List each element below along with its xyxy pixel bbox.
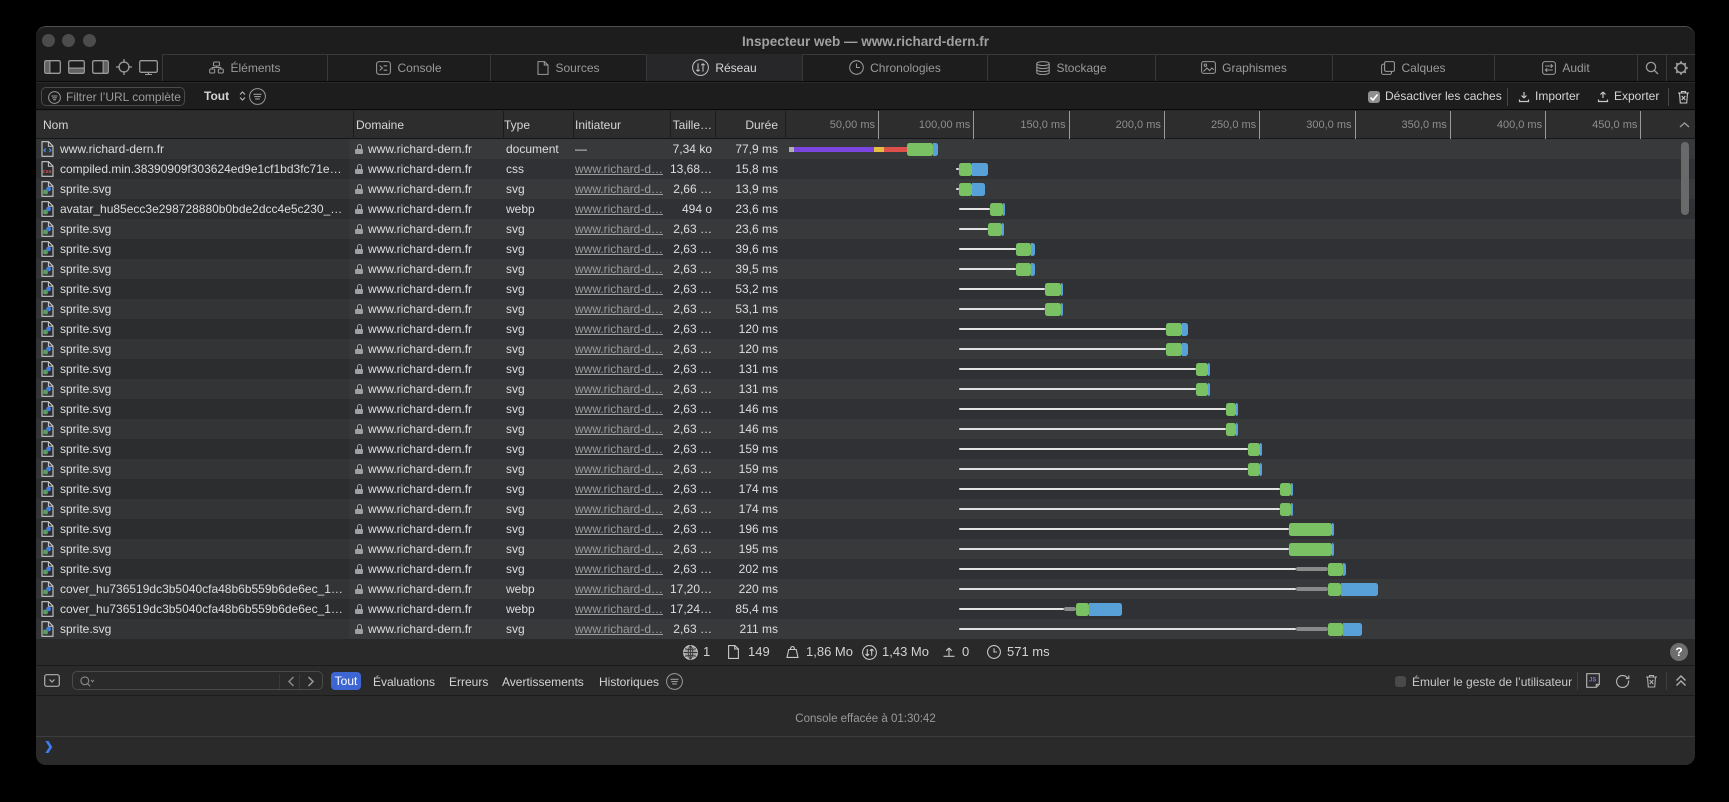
svg-text:css: css [43,169,52,175]
svg-text:JS: JS [1589,678,1596,684]
